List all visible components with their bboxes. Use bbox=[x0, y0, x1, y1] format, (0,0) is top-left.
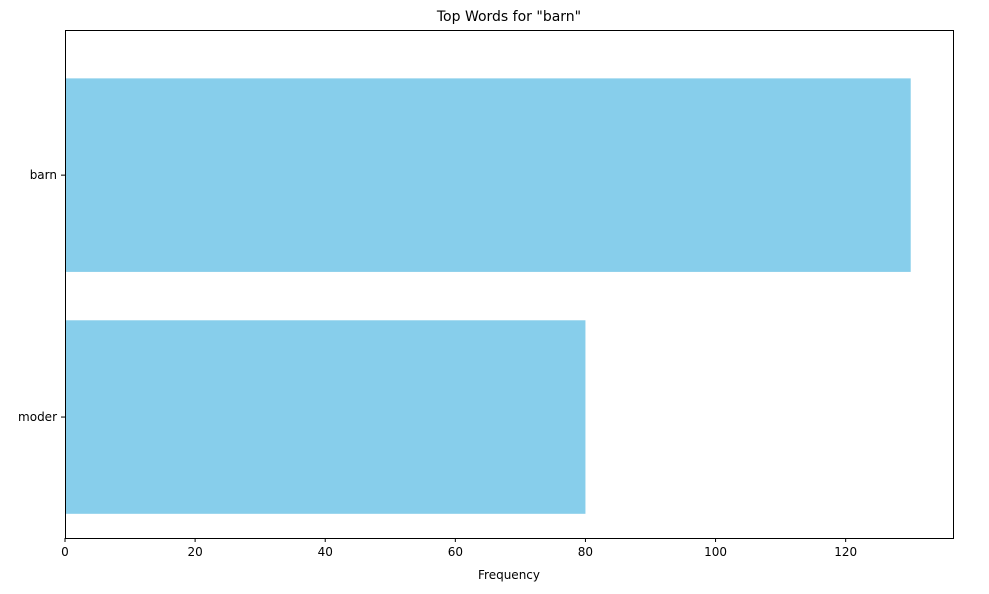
x-tick-label: 0 bbox=[61, 545, 69, 559]
bar-moder bbox=[65, 320, 586, 514]
x-tick-label: 20 bbox=[187, 545, 202, 559]
x-tick-label: 100 bbox=[704, 545, 727, 559]
x-tick-label: 120 bbox=[834, 545, 857, 559]
x-tick-label: 80 bbox=[578, 545, 593, 559]
x-tick-label: 40 bbox=[318, 545, 333, 559]
y-tick-label: barn bbox=[30, 168, 57, 182]
plot-frame bbox=[65, 30, 954, 539]
bars-layer bbox=[65, 78, 911, 514]
x-tick-label: 60 bbox=[448, 545, 463, 559]
x-axis-label: Frequency bbox=[478, 568, 540, 582]
x-axis-ticks: 0 20 40 60 80 100 120 bbox=[61, 538, 857, 559]
chart-title: Top Words for "barn" bbox=[436, 9, 581, 25]
y-axis-ticks: barn moder bbox=[18, 168, 65, 424]
y-tick-label: moder bbox=[18, 410, 57, 424]
bar-barn bbox=[65, 78, 911, 272]
